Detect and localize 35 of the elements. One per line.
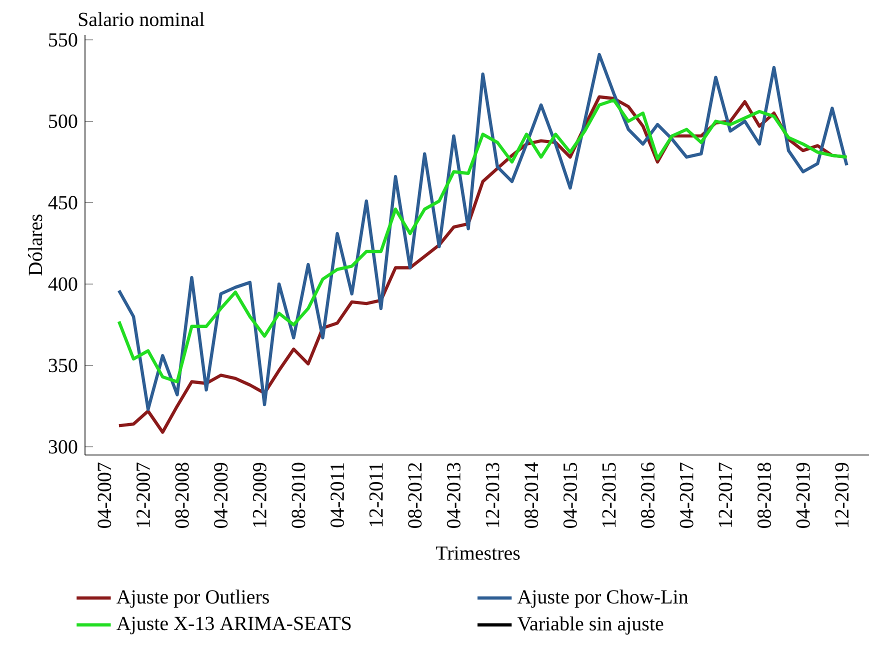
- x-tick-label: 12-2019: [835, 462, 849, 527]
- x-tick-label: 08-2008: [175, 462, 189, 528]
- legend-label: Ajuste por Chow-Lin: [517, 590, 688, 608]
- y-tick-label: 350: [48, 358, 78, 372]
- x-tick-label: 04-2013: [446, 462, 460, 528]
- y-tick-label: 500: [49, 114, 78, 128]
- x-tick-label: 12-2013: [486, 462, 500, 527]
- line-series: [117, 52, 848, 412]
- x-tick-label: 12-2017: [718, 462, 732, 527]
- legend-label: Ajuste X-13 ARIMA-SEATS: [116, 616, 351, 634]
- y-tick-label: 450: [48, 196, 78, 210]
- x-tick-label: 08-2016: [641, 462, 655, 528]
- x-tick-label: 04-2019: [796, 462, 810, 528]
- x-tick-label: 08-2014: [524, 462, 538, 528]
- x-tick-label: 04-2017: [680, 462, 694, 528]
- x-tick-label: 12-2009: [252, 462, 266, 527]
- chart-title: Salario nominal: [78, 12, 204, 26]
- line-series: [117, 98, 848, 384]
- x-tick-label: 12-2011: [369, 463, 383, 526]
- y-axis-title: Dólares: [28, 214, 42, 276]
- legend-label: Ajuste por Outliers: [116, 590, 269, 608]
- x-tick-label: 08-2010: [292, 462, 306, 528]
- x-axis-title: Trimestres: [436, 546, 520, 560]
- y-tick-label: 400: [48, 277, 78, 291]
- x-tick-label: 04-2011: [330, 463, 344, 528]
- legend-label: Variable sin ajuste: [517, 616, 664, 635]
- x-tick-label: 08-2012: [408, 463, 422, 528]
- y-tick-label: 550: [49, 33, 78, 47]
- x-tick-label: 04-2009: [214, 462, 228, 528]
- x-tick-label: 08-2018: [758, 462, 771, 528]
- x-tick-label: 12-2015: [602, 462, 616, 527]
- x-tick-label: 04-2015: [563, 462, 577, 528]
- x-tick-label: 12-2007: [136, 462, 150, 527]
- y-tick-label: 300: [48, 440, 78, 454]
- x-tick-label: 04-2007: [98, 462, 112, 528]
